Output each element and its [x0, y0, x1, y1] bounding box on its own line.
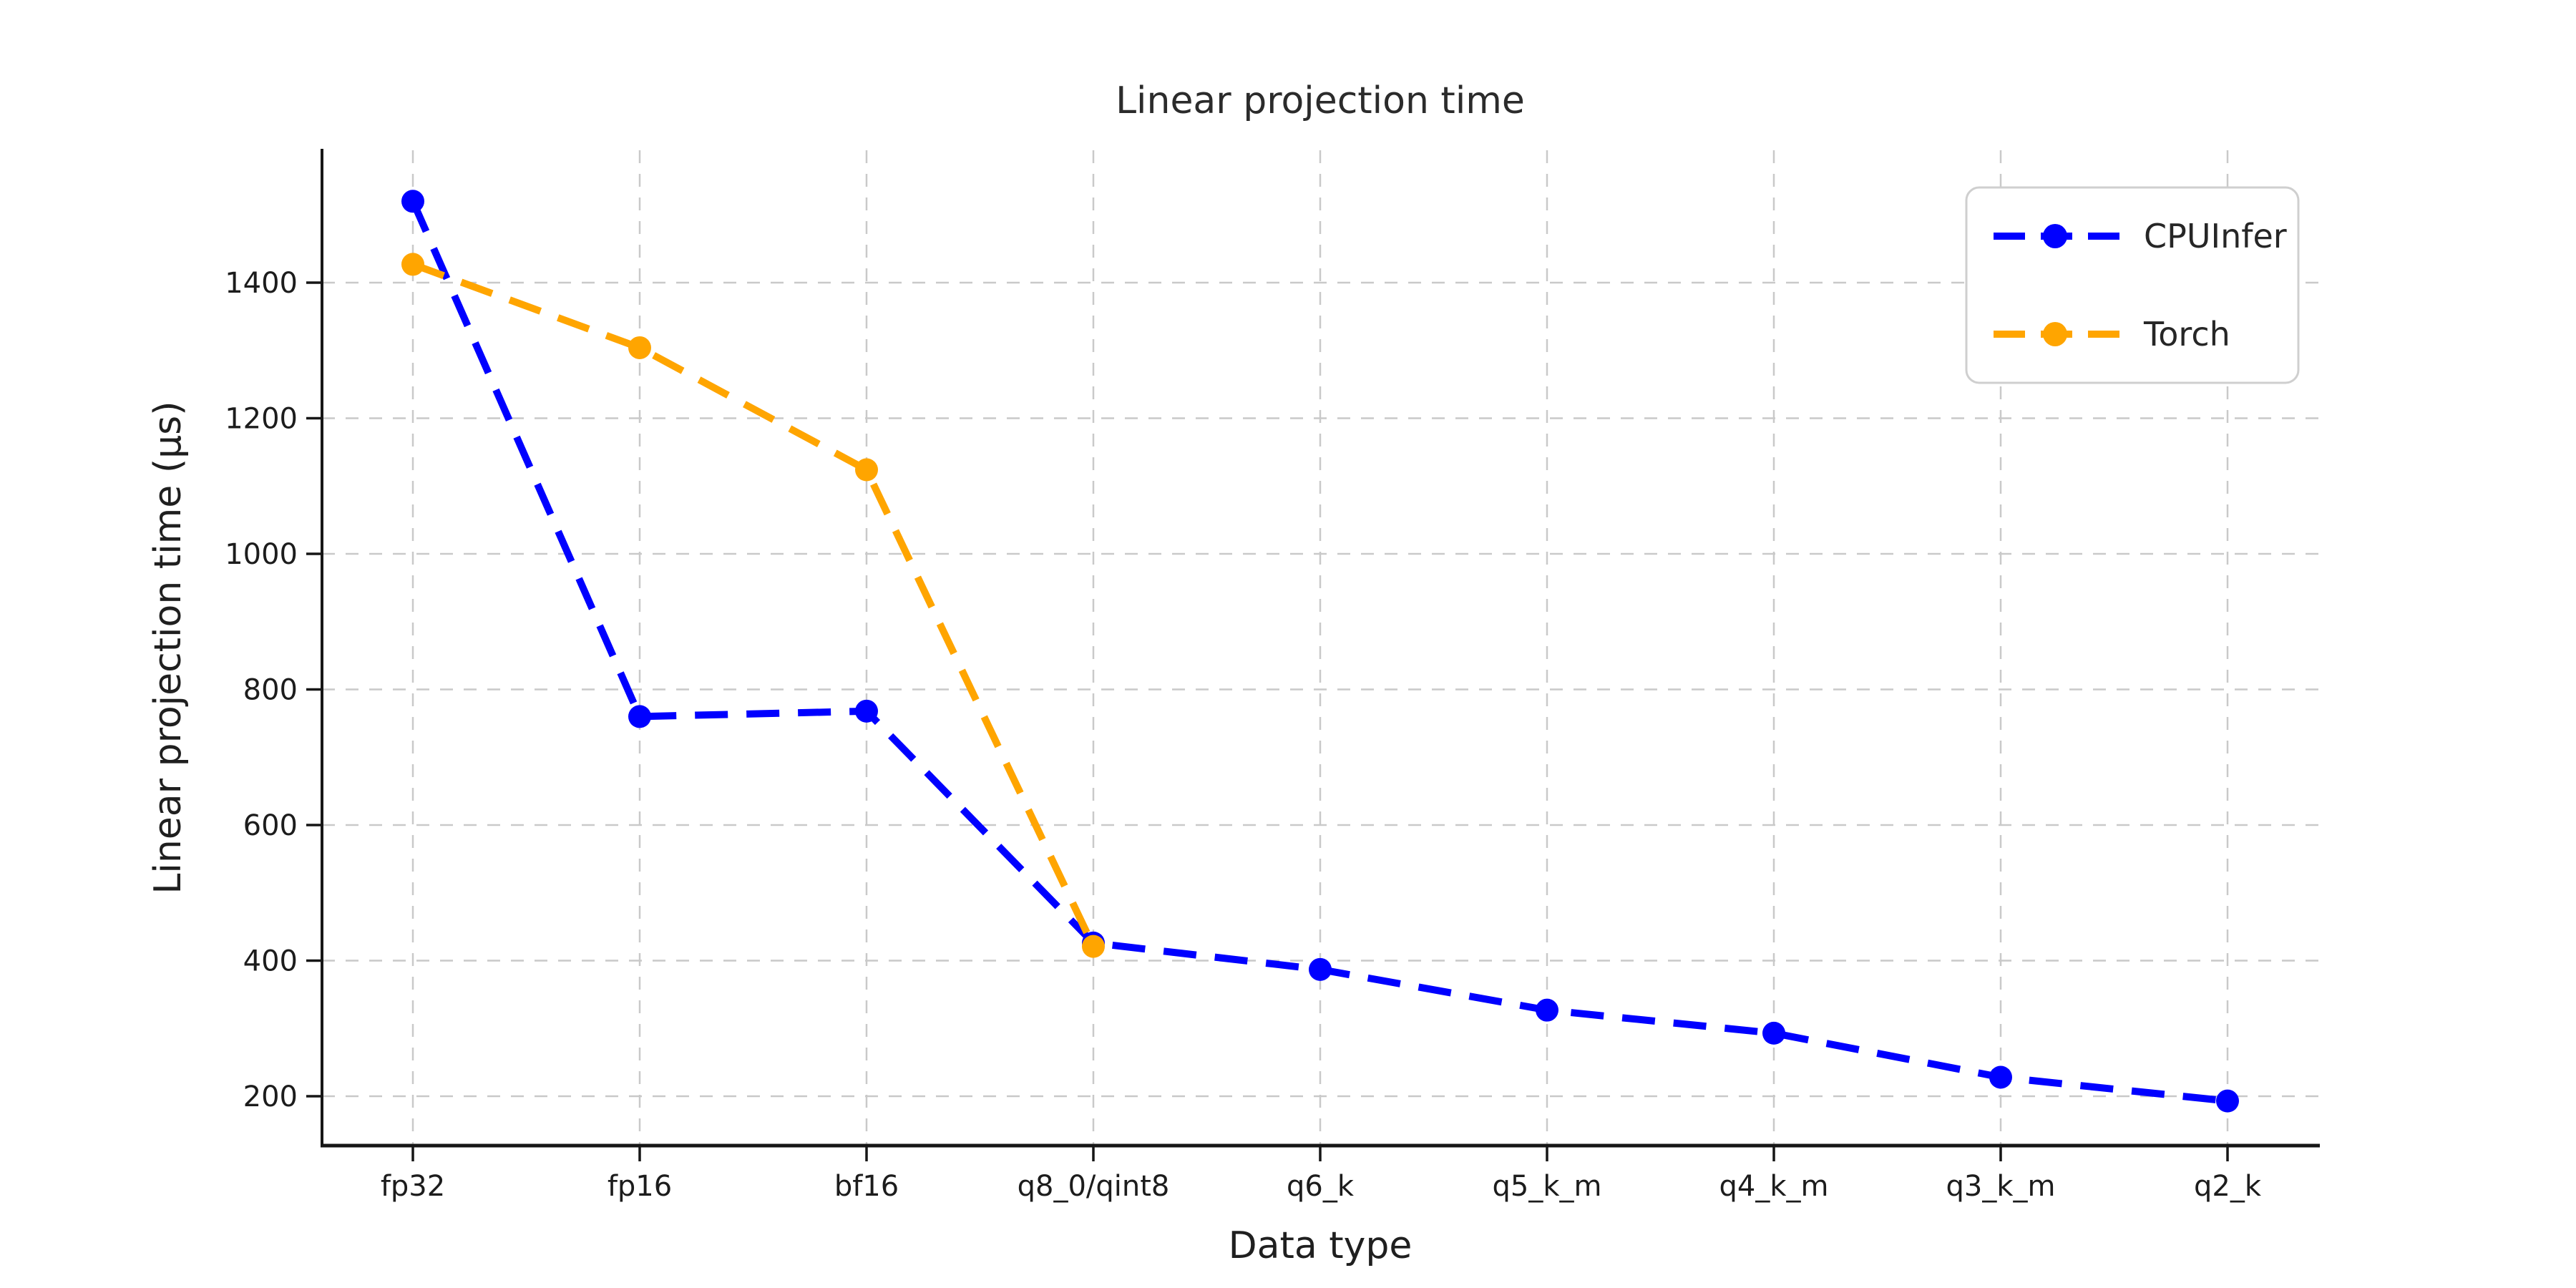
data-point-cpuinfer-fp32 — [401, 190, 424, 213]
data-point-cpuinfer-q2_k — [2216, 1089, 2239, 1113]
x-tick-label: q2_k — [2194, 1170, 2262, 1203]
data-point-cpuinfer-q4_k_m — [1762, 1021, 1785, 1045]
y-tick-label: 800 — [243, 674, 298, 707]
y-tick-label: 400 — [243, 945, 298, 978]
data-point-cpuinfer-q5_k_m — [1536, 998, 1558, 1022]
x-tick-label: q6_k — [1287, 1170, 1355, 1203]
y-axis-title: Linear projection time (µs) — [147, 401, 190, 894]
data-point-cpuinfer-bf16 — [855, 699, 878, 723]
x-tick-label: q8_0/qint8 — [1018, 1170, 1170, 1203]
x-tick-label: q3_k_m — [1946, 1170, 2056, 1203]
legend-sample-marker-torch — [2043, 322, 2067, 346]
data-point-cpuinfer-q6_k — [1309, 957, 1332, 981]
gridlines — [322, 150, 2318, 1146]
y-tick-label: 1400 — [225, 267, 298, 300]
legend-sample-marker-cpuinfer — [2043, 224, 2067, 248]
x-tick-label: fp32 — [381, 1170, 445, 1203]
data-point-torch-bf16 — [855, 458, 878, 482]
chart-title: Linear projection time — [1116, 79, 1525, 122]
x-tick-labels: fp32 fp16 bf16 q8_0/qint8 q6_k q5_k_m q4_k_m q3… — [381, 1170, 2262, 1203]
legend-label-torch: Torch — [2143, 315, 2230, 353]
y-tick-label: 600 — [243, 809, 298, 842]
x-axis-title: Data type — [1229, 1224, 1413, 1267]
tick-marks — [306, 281, 2229, 1161]
data-point-torch-fp16 — [628, 336, 651, 359]
x-tick-label: bf16 — [834, 1170, 899, 1203]
data-point-cpuinfer-fp16 — [628, 705, 651, 728]
data-point-torch-q8_0/qint8 — [1082, 935, 1105, 958]
data-point-cpuinfer-q3_k_m — [1989, 1065, 2012, 1089]
x-tick-label: q4_k_m — [1719, 1170, 1829, 1203]
data-series — [401, 190, 2239, 1113]
y-tick-label: 200 — [243, 1080, 298, 1113]
legend: CPUInfer Torch — [1965, 186, 2300, 384]
x-tick-label: q5_k_m — [1493, 1170, 1602, 1203]
y-tick-labels: 200 400 600 800 1000 1200 1400 — [225, 267, 298, 1113]
series-line-torch — [411, 260, 1097, 948]
y-tick-label: 1200 — [225, 403, 298, 436]
data-point-torch-fp32 — [401, 253, 424, 276]
x-tick-label: fp16 — [608, 1170, 672, 1203]
y-tick-label: 1000 — [225, 538, 298, 571]
legend-label-cpuinfer: CPUInfer — [2144, 217, 2287, 255]
